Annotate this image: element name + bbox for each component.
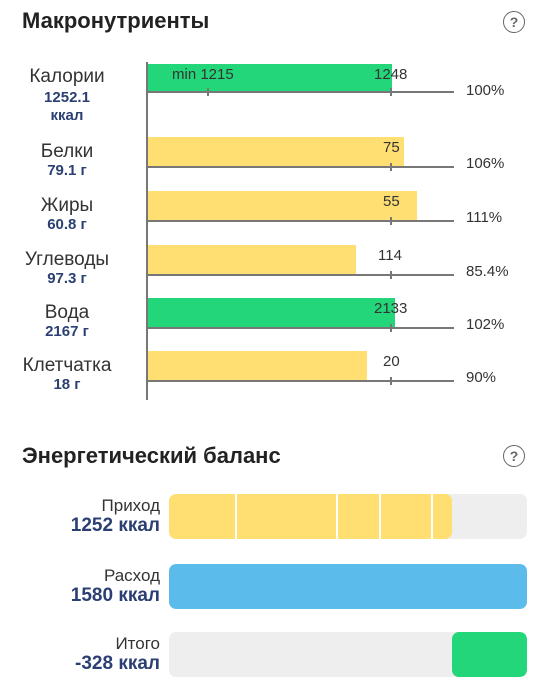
bar-segment-divider xyxy=(235,494,237,539)
chart-axis xyxy=(146,62,148,400)
bar-segment-divider xyxy=(336,494,338,539)
macro-baseline xyxy=(148,274,454,276)
energy-label: Расход xyxy=(103,566,160,585)
min-tick xyxy=(207,88,209,96)
energy-bar-fill xyxy=(169,564,527,609)
help-icon[interactable]: ? xyxy=(503,11,525,33)
energy-bar-track xyxy=(169,632,527,677)
energy-bar-fill xyxy=(169,494,452,539)
norm-label: 114 xyxy=(378,247,402,264)
energy-row-income: Приход 1252 ккал xyxy=(0,494,550,554)
macro-name: Клетчатка xyxy=(22,355,112,376)
energy-label: Приход xyxy=(101,496,160,515)
macro-bar xyxy=(148,191,417,220)
macro-row-protein: Белки 79.1 г 75 106% xyxy=(0,137,550,187)
norm-tick xyxy=(390,163,392,171)
norm-label: 55 xyxy=(383,193,400,210)
norm-label: 2133 xyxy=(374,300,408,317)
norm-label: 1248 xyxy=(374,66,408,83)
macro-percent: 90% xyxy=(466,369,497,386)
macro-value: 60.8 г xyxy=(47,216,87,233)
macro-row-carbs: Углеводы 97.3 г 114 85.4% xyxy=(0,245,550,295)
min-label: min 1215 xyxy=(172,66,234,83)
macro-name: Вода xyxy=(44,302,90,323)
macro-baseline xyxy=(148,380,454,382)
macro-name: Углеводы xyxy=(24,249,110,270)
macro-value: 1252.1 xyxy=(44,89,90,106)
macro-baseline xyxy=(148,91,454,93)
macro-row-fiber: Клетчатка 18 г 20 90% xyxy=(0,351,550,401)
norm-tick xyxy=(390,217,392,225)
macro-row-calories: Калории 1252.1 ккал min 1215 1248 100% xyxy=(0,62,550,124)
energy-row-total: Итого -328 ккал xyxy=(0,632,550,692)
macro-baseline xyxy=(148,327,454,329)
macro-percent: 106% xyxy=(466,155,505,172)
macro-value: 79.1 г xyxy=(47,162,87,179)
macro-percent: 85.4% xyxy=(466,263,509,280)
energy-label: Итого xyxy=(115,634,160,653)
macro-percent: 102% xyxy=(466,316,505,333)
energy-bar-track xyxy=(169,494,527,539)
macro-value: 18 г xyxy=(53,376,81,393)
macronutrients-title: Макронутриенты xyxy=(22,8,210,33)
energy-row-expense: Расход 1580 ккал xyxy=(0,564,550,624)
macro-value: 2167 г xyxy=(45,323,89,340)
macro-row-water: Вода 2167 г 2133 102% xyxy=(0,298,550,348)
macro-bar xyxy=(148,351,367,380)
energy-bar-fill xyxy=(452,632,527,677)
energy-bar-track xyxy=(169,564,527,609)
bar-segment-divider xyxy=(431,494,433,539)
macro-name: Белки xyxy=(40,141,94,162)
macro-name: Калории xyxy=(29,66,105,87)
macro-bar xyxy=(148,137,404,166)
norm-tick xyxy=(390,88,392,96)
norm-tick xyxy=(390,324,392,332)
macro-value: 97.3 г xyxy=(47,270,87,287)
norm-tick xyxy=(390,377,392,385)
norm-label: 20 xyxy=(383,353,400,370)
macro-bar xyxy=(148,298,395,327)
macro-name: Жиры xyxy=(40,195,94,216)
macro-bar xyxy=(148,245,356,274)
macro-baseline xyxy=(148,220,454,222)
energy-value: -328 ккал xyxy=(75,653,160,674)
norm-label: 75 xyxy=(383,139,400,156)
norm-tick xyxy=(390,271,392,279)
energy-value: 1580 ккал xyxy=(70,585,160,606)
bar-segment-divider xyxy=(379,494,381,539)
macro-row-fat: Жиры 60.8 г 55 111% xyxy=(0,191,550,241)
energy-value: 1252 ккал xyxy=(70,515,160,536)
macro-percent: 111% xyxy=(466,209,503,226)
macro-bar xyxy=(148,64,392,93)
macro-unit: ккал xyxy=(50,107,84,124)
help-icon[interactable]: ? xyxy=(503,445,525,467)
energy-balance-title: Энергетический баланс xyxy=(22,443,281,468)
macro-percent: 100% xyxy=(466,82,505,99)
macro-baseline xyxy=(148,166,454,168)
